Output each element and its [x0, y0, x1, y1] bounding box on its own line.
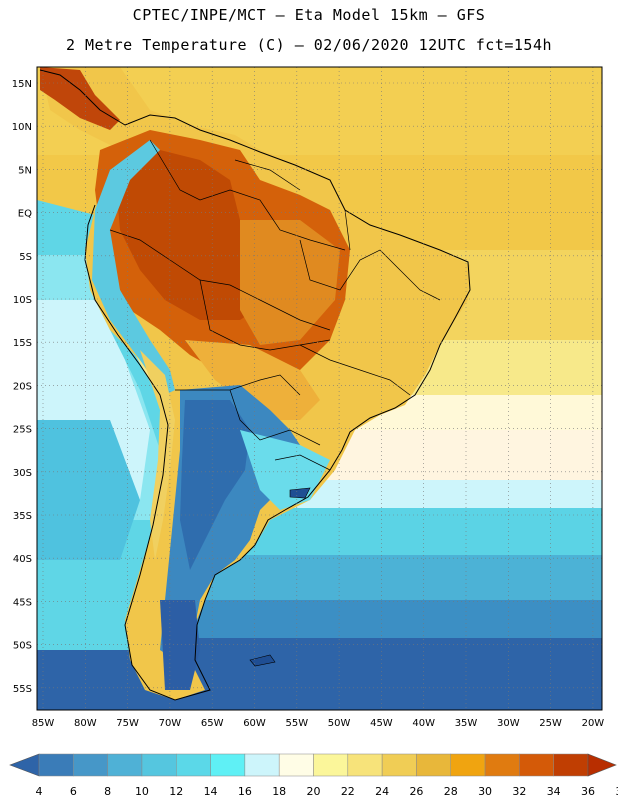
lat-label: 15N [12, 79, 32, 90]
map-field [37, 67, 602, 710]
colorbar-swatch [38, 753, 74, 777]
colorbar-swatch [107, 753, 143, 777]
lat-label: 50S [13, 641, 32, 652]
lat-label: 55S [13, 684, 32, 695]
colorbar-label: 20 [307, 785, 321, 798]
lon-label: 60W [243, 718, 266, 729]
colorbar-label: 30 [478, 785, 492, 798]
lon-label: 35W [455, 718, 478, 729]
colorbar-label: 26 [409, 785, 423, 798]
colorbar-label: 6 [70, 785, 77, 798]
colorbar-swatch [210, 753, 246, 777]
colorbar-label: 8 [104, 785, 111, 798]
lat-label: 35S [13, 511, 32, 522]
colorbar-label: 16 [238, 785, 252, 798]
colorbar-swatch [313, 753, 349, 777]
lon-label: 75W [116, 718, 139, 729]
lat-label: 5S [19, 252, 32, 263]
lon-label: 40W [412, 718, 435, 729]
colorbar-label: 32 [512, 785, 526, 798]
colorbar-label: 10 [135, 785, 149, 798]
colorbar-swatch [278, 753, 314, 777]
colorbar-label: 38 [615, 785, 618, 798]
colorbar-swatch [416, 753, 451, 777]
lon-label: 45W [370, 718, 393, 729]
lon-label: 25W [539, 718, 562, 729]
colorbar-swatch [519, 753, 554, 777]
lon-label: 65W [201, 718, 224, 729]
colorbar-label: 18 [272, 785, 286, 798]
colorbar-swatch [450, 753, 486, 777]
lon-label: 85W [32, 718, 55, 729]
colorbar-swatch [244, 753, 280, 777]
colorbar-swatch [141, 753, 177, 777]
colorbar-swatch [347, 753, 383, 777]
lat-label: 5N [18, 165, 32, 176]
lat-label: 30S [13, 468, 32, 479]
colorbar-arrow-low [9, 753, 40, 777]
colorbar: 4 6 8 10 12 14 16 18 20 22 24 26 28 30 32 34 36 38 [9, 753, 618, 798]
colorbar-swatch [381, 753, 417, 777]
colorbar-swatch [176, 753, 211, 777]
colorbar-arrow-high [587, 753, 617, 777]
lat-label: 20S [13, 381, 32, 392]
map-title-line1: CPTEC/INPE/MCT – Eta Model 15km – GFS [132, 6, 486, 24]
colorbar-label: 4 [36, 785, 43, 798]
colorbar-label: 36 [581, 785, 595, 798]
map-frame [36, 66, 603, 711]
latitude-axis: 15N 10N 5N EQ 5S 10S 15S 20S 25S 30S 35S 40S 45S 50S 5… [12, 79, 32, 695]
colorbar-swatch [553, 753, 589, 777]
lon-label: 70W [159, 718, 182, 729]
colorbar-label: 14 [204, 785, 218, 798]
lon-label: 30W [497, 718, 520, 729]
lon-label: 20W [582, 718, 605, 729]
colorbar-label: 22 [341, 785, 355, 798]
colorbar-label: 24 [375, 785, 389, 798]
lat-label: 45S [13, 597, 32, 608]
colorbar-label: 28 [444, 785, 458, 798]
colorbar-label: 34 [547, 785, 561, 798]
lat-label: EQ [18, 209, 32, 220]
lat-label: 15S [13, 338, 32, 349]
lon-label: 55W [285, 718, 308, 729]
colorbar-swatch [484, 753, 520, 777]
lat-label: 25S [13, 425, 32, 436]
longitude-axis: 85W 80W 75W 70W 65W 60W 55W 50W 45W 40W 35W 30W 25W 2… [32, 718, 605, 729]
lat-label: 40S [13, 554, 32, 565]
lat-label: 10N [12, 122, 32, 133]
colorbar-swatch [73, 753, 108, 777]
lat-label: 10S [13, 295, 32, 306]
map-title-line2: 2 Metre Temperature (C) – 02/06/2020 12U… [65, 36, 553, 54]
lon-label: 80W [74, 718, 97, 729]
colorbar-label: 12 [169, 785, 183, 798]
lon-label: 50W [328, 718, 351, 729]
